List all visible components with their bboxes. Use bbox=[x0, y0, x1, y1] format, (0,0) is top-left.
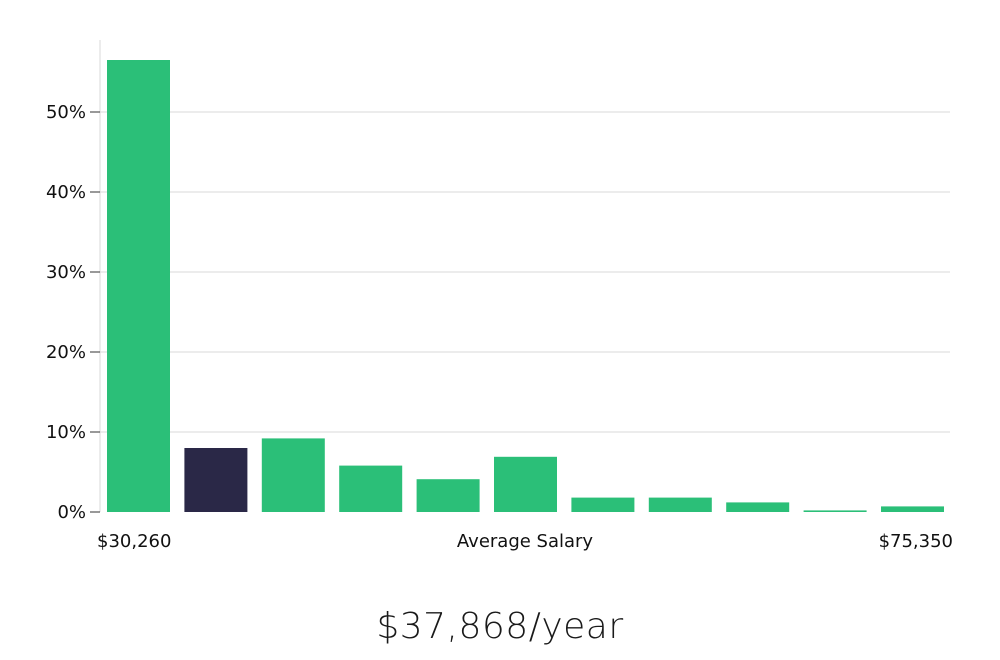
y-tick-label: 0% bbox=[57, 502, 86, 523]
gridlines bbox=[100, 111, 950, 433]
bar bbox=[881, 506, 944, 512]
y-axis-ticks: 0% 10% 20% 30% 40% 50% bbox=[46, 102, 100, 523]
y-tick-label: 30% bbox=[46, 262, 86, 283]
bar bbox=[416, 479, 480, 512]
salary-histogram: 0% 10% 20% 30% 40% 50% $30,260 Average Salary… bbox=[46, 40, 953, 552]
bar bbox=[726, 502, 790, 512]
bar bbox=[339, 465, 403, 512]
y-tick-label: 40% bbox=[46, 182, 86, 203]
average-salary-value: $37,868/year bbox=[376, 606, 624, 647]
y-tick-label: 20% bbox=[46, 342, 86, 363]
bar bbox=[803, 510, 867, 512]
y-tick-label: 50% bbox=[46, 102, 86, 123]
bar-highlighted bbox=[184, 448, 248, 512]
y-tick-label: 10% bbox=[46, 422, 86, 443]
bar bbox=[494, 456, 557, 512]
x-start-label: $30,260 bbox=[97, 531, 171, 552]
bar bbox=[648, 497, 712, 512]
bar bbox=[571, 497, 635, 512]
bar bbox=[107, 60, 170, 512]
x-end-label: $75,350 bbox=[879, 531, 953, 552]
bar bbox=[261, 438, 325, 512]
x-axis-title: Average Salary bbox=[457, 531, 594, 552]
bars bbox=[107, 60, 944, 512]
